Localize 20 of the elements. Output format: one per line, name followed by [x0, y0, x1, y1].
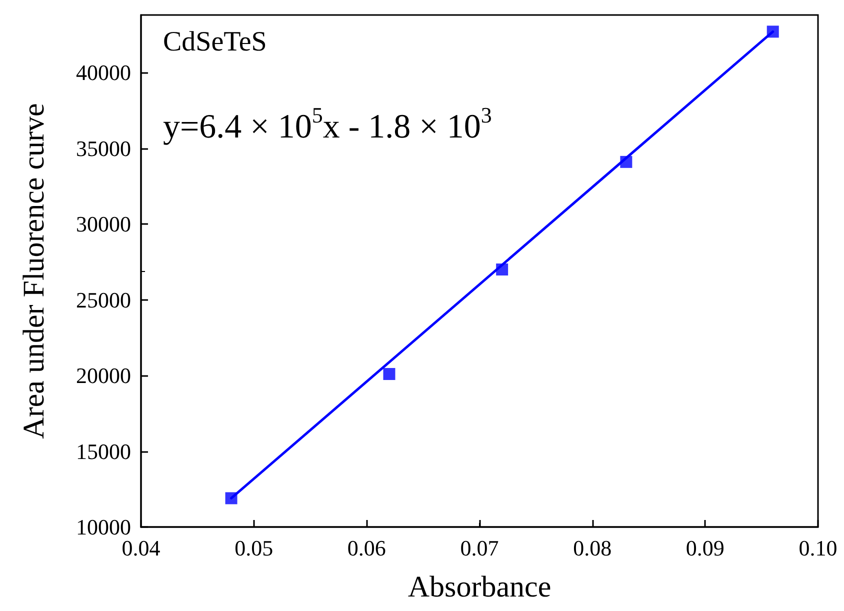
- y-tick-label: 15000: [76, 438, 131, 464]
- y-tick-label: 35000: [76, 136, 131, 161]
- x-tick-label: 0.10: [798, 536, 838, 560]
- x-tick-label: 0.07: [460, 536, 499, 560]
- y-tick-label: 40000: [76, 60, 131, 86]
- annotation: CdSeTeS: [163, 26, 267, 58]
- point: [620, 156, 632, 168]
- point: [383, 368, 396, 380]
- y-tick-label: 30000: [76, 212, 131, 237]
- x-tick-label: 0.09: [686, 536, 724, 560]
- y-tick-label: 25000: [76, 287, 131, 312]
- point: [225, 492, 238, 504]
- y-axis-title: Area under Fluorence curve: [18, 103, 50, 439]
- x-axis-title: Absorbance: [408, 570, 552, 604]
- y-tick-label: 20000: [76, 363, 131, 388]
- point: [766, 26, 779, 38]
- x-tick-label: 0.05: [234, 536, 274, 560]
- point: [496, 263, 508, 276]
- x-tick-label: 0.08: [573, 536, 612, 560]
- x-tick-label: 0.06: [347, 536, 386, 560]
